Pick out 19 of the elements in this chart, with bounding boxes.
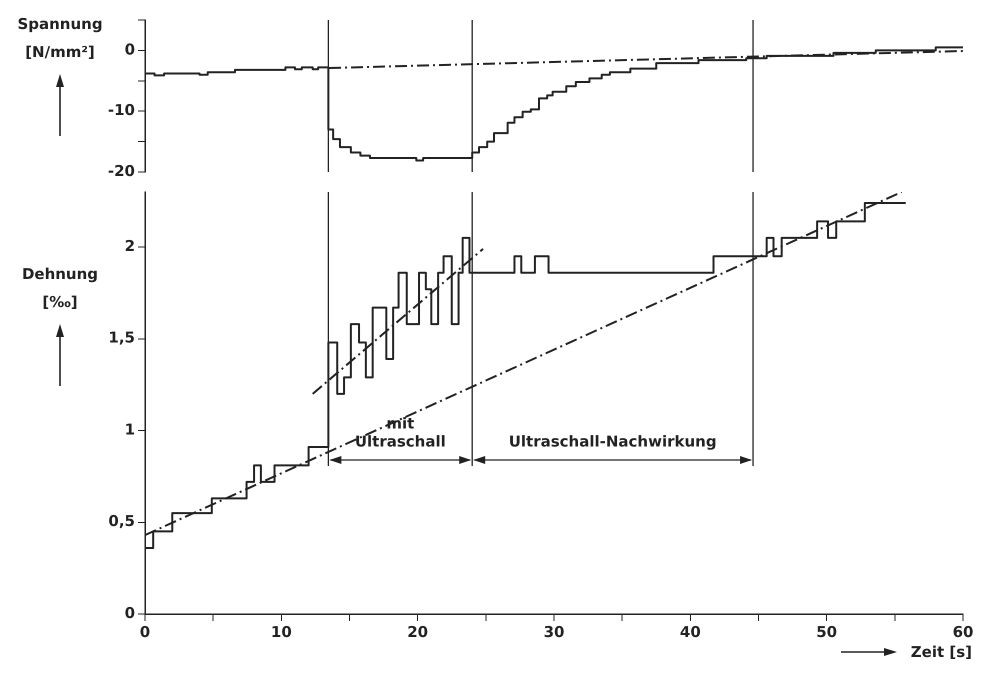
x-axis-title: Zeit [s] — [910, 643, 972, 661]
x-tick-label: 20 — [407, 622, 428, 641]
y-tick-label: -10 — [108, 101, 135, 120]
x-tick-label: 50 — [816, 622, 838, 641]
x-tick-label: 10 — [270, 622, 292, 641]
y-tick-label: 0,5 — [108, 512, 135, 530]
annotation: Ultraschall-Nachwirkung — [508, 432, 717, 450]
y-tick-label: 1 — [124, 420, 135, 438]
y-tick-label: 2 — [124, 236, 135, 255]
y-tick-label: 1,5 — [108, 328, 135, 347]
y-tick-label: -20 — [108, 162, 135, 180]
x-tick-label: 40 — [680, 622, 701, 641]
x-tick-label: 0 — [140, 622, 150, 641]
y-tick-label: 0 — [124, 40, 135, 58]
x-tick-label: 60 — [952, 622, 974, 641]
x-tick-label: 30 — [544, 622, 564, 641]
y-axis-title: Spannung [N/mm²] — [17, 15, 103, 61]
y-axis-title: Dehnung [‰] — [22, 265, 98, 311]
y-tick-label: 0 — [124, 604, 135, 622]
